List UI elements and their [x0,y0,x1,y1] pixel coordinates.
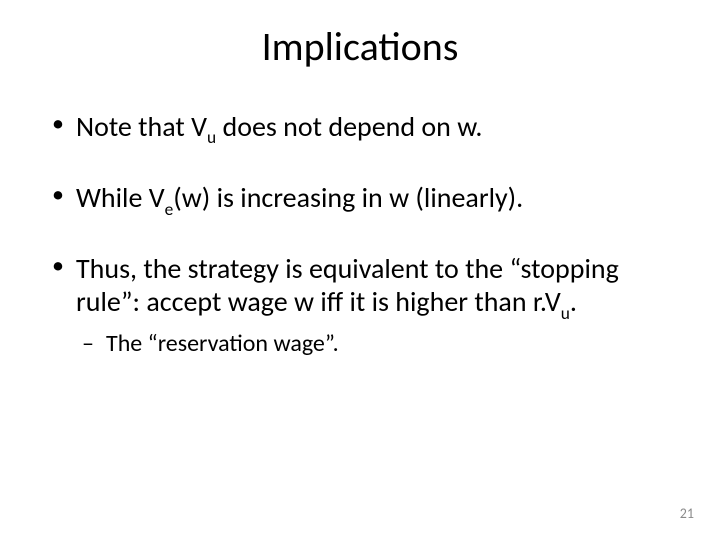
bullet-item: Note that Vu does not depend on w. [48,110,672,147]
bullet-text-post: does not depend on w. [216,109,482,144]
slide-title: Implications [0,22,720,71]
subscript: u [207,126,216,148]
bullet-text-post: (w) is increasing in w (linearly). [173,180,523,215]
bullet-item: While Ve(w) is increasing in w (linearly… [48,181,672,218]
bullet-item: Thus, the strategy is equivalent to the … [48,252,672,359]
sub-bullet-list: The “reservation wage”. [76,330,672,359]
subscript: e [165,198,174,220]
page-number: 21 [680,505,694,522]
sub-bullet-text: The “reservation wage”. [106,329,339,358]
slide-body: Note that Vu does not depend on w. While… [48,110,672,393]
subscript: u [561,302,570,324]
sub-bullet-item: The “reservation wage”. [76,330,672,359]
slide: Implications Note that Vu does not depen… [0,0,720,540]
bullet-list: Note that Vu does not depend on w. While… [48,110,672,359]
bullet-text-pre: Thus, the strategy is equivalent to the … [76,251,619,319]
bullet-text-post: . [570,284,577,319]
bullet-text-pre: Note that V [76,109,207,144]
bullet-text-pre: While V [76,180,165,215]
